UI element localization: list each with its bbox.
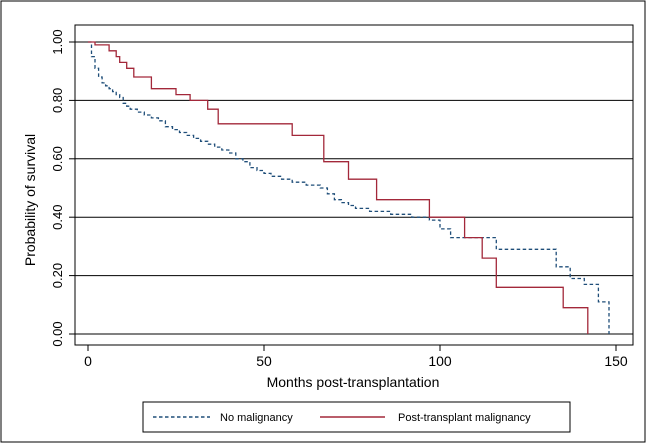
series-line-no-malignancy xyxy=(88,41,610,334)
plot-area-border xyxy=(74,24,634,346)
x-tick-label: 50 xyxy=(256,353,272,369)
y-tick-label: 0.80 xyxy=(50,88,65,113)
y-tick-label: 0.20 xyxy=(50,263,65,288)
y-tick-label: 0.00 xyxy=(50,321,65,346)
series-line-post-transplant-malignancy xyxy=(88,41,589,334)
x-axis-label: Months post-transplantation xyxy=(267,374,440,390)
gridlines xyxy=(75,41,633,335)
y-tick-label: 1.00 xyxy=(50,29,65,54)
x-axis-ticks: 0 50 100 150 xyxy=(84,345,628,369)
legend-label-no-malignancy: No malignancy xyxy=(220,412,293,424)
legend: No malignancy Post-transplant malignancy xyxy=(142,401,571,433)
y-axis-label: Probability of survival xyxy=(22,134,38,266)
y-axis-ticks: 0.00 0.20 0.40 0.60 0.80 1.00 xyxy=(50,29,75,347)
x-tick-label: 100 xyxy=(428,353,452,369)
y-tick-label: 0.40 xyxy=(50,205,65,230)
x-tick-label: 0 xyxy=(84,353,92,369)
legend-label-post-transplant-malignancy: Post-transplant malignancy xyxy=(398,412,531,424)
x-tick-label: 150 xyxy=(604,353,628,369)
series-layer xyxy=(88,41,610,334)
y-tick-label: 0.60 xyxy=(50,146,65,171)
